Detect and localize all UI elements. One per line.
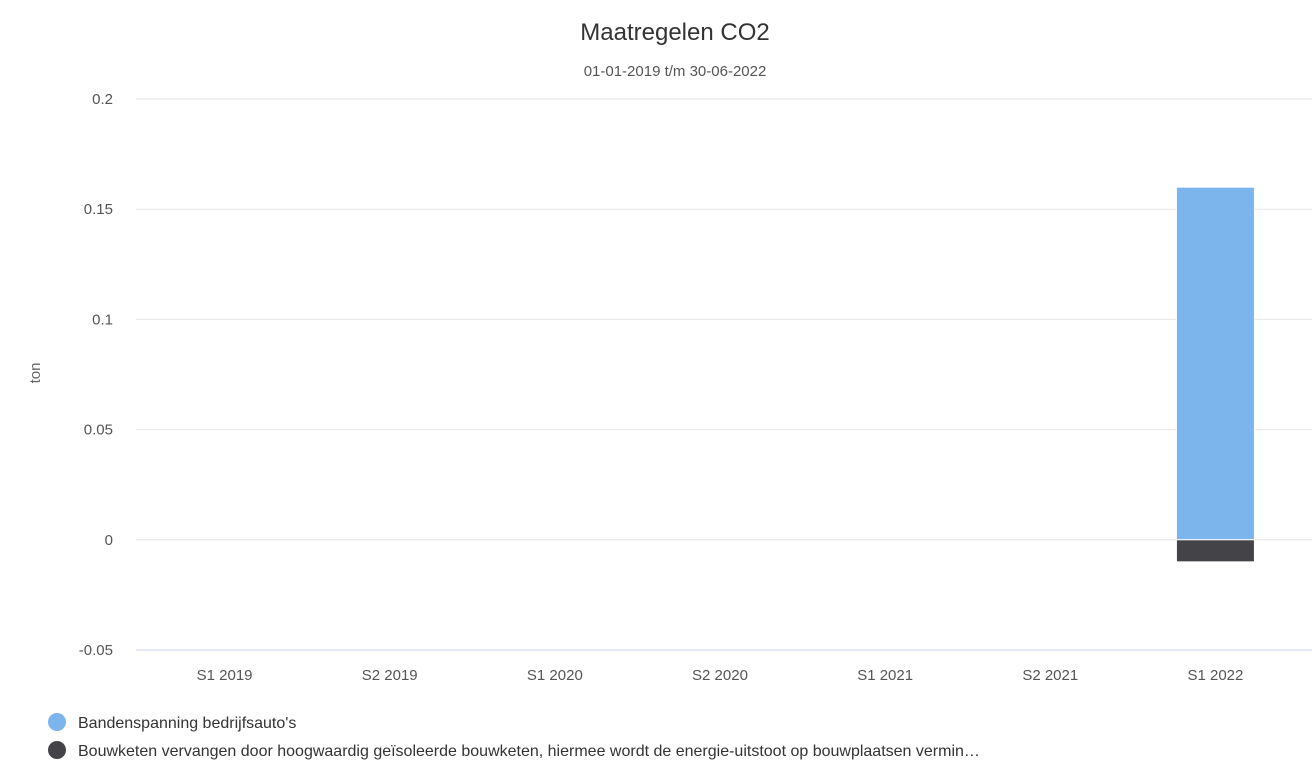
legend-label: Bouwketen vervangen door hoogwaardig geï… <box>78 743 980 760</box>
y-tick-label: 0.1 <box>92 311 113 328</box>
y-tick-label: -0.05 <box>79 642 113 659</box>
legend-item[interactable]: Bandenspanning bedrijfsauto's <box>48 713 296 732</box>
legend-marker-icon <box>48 713 66 731</box>
bar-bandenspanning-s1-2022[interactable] <box>1175 186 1255 541</box>
bars <box>1175 186 1255 563</box>
x-tick-label: S1 2022 <box>1187 667 1243 684</box>
legend[interactable]: Bandenspanning bedrijfsauto's Bouwketen v… <box>48 713 980 760</box>
x-tick-label: S2 2020 <box>692 667 748 684</box>
chart-subtitle: 01-01-2019 t/m 30-06-2022 <box>584 63 767 80</box>
legend-marker-icon <box>48 741 66 759</box>
x-tick-label: S2 2021 <box>1022 667 1078 684</box>
x-tick-label: S1 2021 <box>857 667 913 684</box>
x-tick-label: S1 2020 <box>527 667 583 684</box>
legend-label: Bandenspanning bedrijfsauto's <box>78 715 296 732</box>
chart-title: Maatregelen CO2 <box>580 19 769 46</box>
y-axis-ticks: 0.2 0.15 0.1 0.05 0 -0.05 <box>79 91 113 659</box>
y-tick-label: 0 <box>105 532 113 549</box>
y-tick-label: 0.15 <box>84 201 113 218</box>
bar-bouwketen-s1-2022[interactable] <box>1175 539 1255 563</box>
y-axis-title: ton <box>27 363 44 384</box>
x-axis-ticks: S1 2019 S2 2019 S1 2020 S2 2020 S1 2021 S2 20… <box>197 667 1244 684</box>
y-tick-label: 0.2 <box>92 91 113 108</box>
y-tick-label: 0.05 <box>84 422 113 439</box>
x-tick-label: S2 2019 <box>362 667 418 684</box>
grid-lines <box>136 98 1312 651</box>
legend-item[interactable]: Bouwketen vervangen door hoogwaardig geï… <box>48 741 980 760</box>
x-tick-label: S1 2019 <box>197 667 253 684</box>
